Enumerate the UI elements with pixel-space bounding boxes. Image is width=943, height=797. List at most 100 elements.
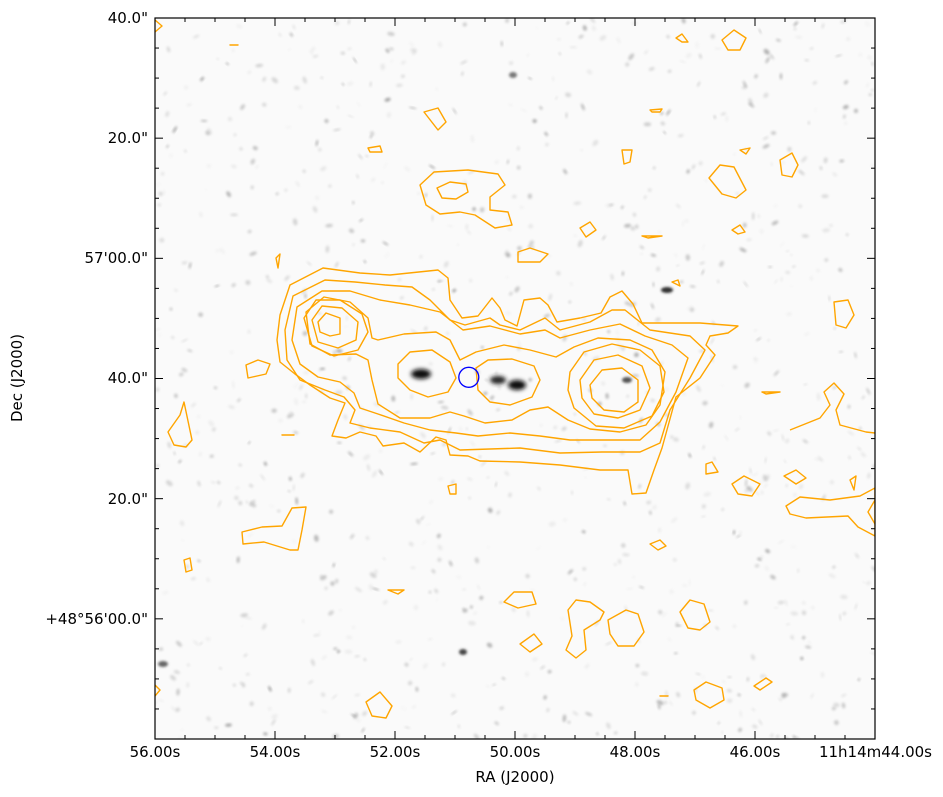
noise-speck: [263, 461, 268, 466]
contour-line: [785, 487, 875, 537]
noise-speck: [589, 18, 596, 23]
noise-speck: [573, 577, 577, 582]
noise-speck: [319, 575, 327, 581]
noise-speck: [378, 449, 383, 453]
noise-speck: [565, 92, 572, 98]
noise-speck: [431, 569, 436, 574]
noise-speck: [814, 458, 819, 461]
noise-speck: [835, 54, 843, 57]
contour-line: [621, 149, 633, 165]
noise-speck: [684, 219, 689, 223]
noise-speck: [292, 382, 299, 389]
noise-speck: [527, 244, 532, 248]
noise-speck: [736, 534, 741, 538]
noise-speck: [539, 423, 543, 427]
noise-speck: [174, 393, 178, 398]
noise-speck: [480, 460, 487, 467]
noise-speck: [386, 112, 391, 118]
noise-speck: [744, 382, 750, 388]
noise-speck: [483, 391, 488, 396]
noise-speck: [770, 131, 777, 135]
noise-speck: [226, 191, 231, 198]
noise-speck: [204, 188, 208, 191]
noise-speck: [739, 416, 742, 419]
noise-speck: [701, 675, 706, 680]
noise-speck: [785, 270, 791, 274]
noise-speck: [334, 261, 339, 268]
noise-speck: [763, 48, 770, 55]
noise-speck: [517, 246, 522, 251]
noise-speck: [156, 328, 161, 331]
noise-speck: [732, 624, 737, 628]
noise-speck: [381, 181, 384, 184]
noise-speck: [821, 194, 829, 199]
noise-speck: [469, 605, 473, 609]
noise-speck: [758, 28, 762, 34]
noise-speck: [363, 454, 371, 461]
noise-speck: [160, 171, 165, 176]
noise-speck: [219, 247, 226, 255]
noise-speck: [446, 331, 450, 335]
noise-speck: [186, 103, 192, 107]
noise-speck: [410, 393, 413, 400]
noise-speck: [278, 33, 282, 37]
noise-speck: [569, 46, 577, 49]
noise-speck: [176, 640, 182, 647]
noise-speck: [828, 573, 836, 579]
noise-speck: [313, 633, 321, 637]
noise-speck: [205, 636, 211, 642]
contour-line: [679, 599, 711, 631]
noise-speck: [461, 71, 464, 76]
noise-speck: [809, 47, 814, 50]
noise-speck: [356, 101, 361, 107]
noise-speck: [807, 640, 812, 645]
noise-speck: [589, 20, 593, 24]
noise-speck: [192, 34, 200, 39]
noise-speck: [486, 642, 493, 648]
noise-speck: [179, 520, 185, 527]
noise-speck: [457, 724, 461, 729]
noise-speck: [771, 220, 779, 226]
noise-speck: [843, 80, 849, 85]
noise-speck: [688, 578, 691, 586]
noise-speck: [647, 188, 652, 192]
noise-speck: [243, 653, 248, 657]
noise-speck: [663, 386, 670, 391]
noise-speck: [199, 641, 203, 646]
noise-speck: [423, 326, 428, 331]
noise-speck: [288, 476, 292, 481]
noise-speck: [334, 578, 339, 584]
noise-speck: [302, 330, 308, 336]
noise-speck: [271, 408, 277, 413]
noise-speck: [691, 164, 696, 170]
contour-line: [436, 181, 469, 200]
noise-speck: [473, 733, 480, 739]
noise-speck: [247, 229, 252, 234]
noise-speck: [793, 27, 797, 31]
noise-speck: [721, 508, 725, 511]
noise-speck: [792, 265, 796, 268]
noise-speck: [833, 702, 840, 708]
noise-speck: [511, 607, 516, 612]
contour-line: [731, 475, 761, 497]
noise-speck: [415, 686, 419, 692]
noise-speck: [186, 663, 190, 667]
noise-speck: [838, 350, 844, 353]
noise-speck: [340, 51, 345, 55]
noise-speck: [841, 702, 846, 709]
noise-speck: [685, 254, 691, 261]
noise-speck: [292, 539, 297, 544]
noise-speck: [622, 553, 630, 557]
y-tick-label: 57'00.0": [84, 249, 148, 267]
noise-speck: [450, 693, 456, 698]
noise-speck: [742, 222, 747, 228]
noise-speck: [428, 362, 433, 366]
noise-speck: [642, 671, 649, 676]
noise-speck: [390, 59, 393, 63]
noise-speck: [231, 283, 236, 288]
contour-line: [305, 296, 666, 433]
noise-speck: [501, 677, 506, 680]
noise-speck: [762, 674, 767, 678]
noise-speck: [772, 429, 779, 432]
contour-line: [475, 358, 541, 406]
